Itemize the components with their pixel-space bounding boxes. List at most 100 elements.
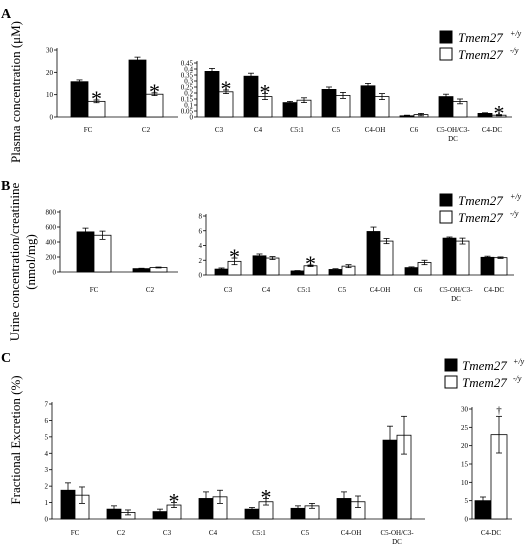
legend-a-wt-swatch — [439, 30, 453, 44]
y-tick-label: 3 — [45, 466, 49, 474]
y-tick-label: 0.05 — [181, 108, 194, 116]
legend-c-wt-sup: +/y — [513, 357, 525, 366]
chart-b2: 0 2 4 6 8 C3 C4 C5:1 C5 C4-OH C6 C5-OH/C3-DC C4-DC * * — [199, 213, 514, 303]
y-tick-label: 0 — [465, 516, 469, 524]
ylabel-b-line1: Urine concentration/creatinine — [7, 183, 22, 342]
legend-a-wt-label: Tmem27 — [458, 30, 503, 45]
y-tick-label: 2 — [199, 257, 203, 265]
bar-wt — [243, 75, 259, 118]
y-tick-label: 30 — [461, 406, 469, 414]
category-label: C4 — [254, 126, 263, 134]
y-tick-label: 2 — [45, 483, 49, 491]
bar-ko — [493, 257, 508, 276]
y-tick-label: 20 — [46, 69, 54, 77]
bar-wt — [404, 267, 419, 276]
bar-ko — [93, 234, 112, 273]
legend-b-wt-swatch — [439, 193, 453, 207]
legend-b-ko-label: Tmem27 — [458, 210, 503, 225]
significance-star: * — [149, 79, 160, 104]
bar-wt — [132, 268, 151, 273]
ylabel-a: Plasma concentration (μM) — [8, 21, 23, 163]
y-tick-label: 20 — [461, 442, 469, 450]
bar-wt — [70, 81, 89, 118]
y-tick-label: 0.15 — [181, 96, 194, 104]
chart-c2: 0 5 10 15 20 25 30 C4-DC † — [461, 404, 512, 537]
bar-ko — [379, 240, 394, 276]
legend-b-ko-sup: -/y — [510, 209, 519, 218]
ylabel-c: Fractional Excretion (%) — [8, 375, 23, 504]
category-label: C5-OH/C3- — [436, 126, 470, 134]
category-label: C3 — [215, 126, 224, 134]
category-label: C6 — [414, 286, 423, 294]
y-tick-label: 15 — [461, 461, 469, 469]
y-tick-label: 6 — [45, 417, 49, 425]
panel-letter-a: A — [1, 7, 12, 22]
significance-star: * — [260, 80, 271, 105]
category-label: FC — [71, 529, 80, 537]
y-tick-label: 30 — [46, 47, 54, 55]
y-tick-label: 600 — [46, 224, 57, 232]
panel-letter-c: C — [1, 351, 11, 366]
legend-c: Tmem27 +/y Tmem27 -/y — [444, 357, 525, 390]
significance-star: * — [91, 86, 102, 111]
y-tick-label: 400 — [46, 239, 57, 247]
y-tick-label: 0.4 — [184, 66, 193, 74]
chart-b1: 0 200 400 600 800 FC C2 — [46, 209, 178, 294]
y-tick-label: 5 — [465, 497, 469, 505]
category-label: C4-DC — [481, 529, 502, 537]
category-label: C5 — [301, 529, 310, 537]
category-label: C5:1 — [252, 529, 266, 537]
category-label: C5 — [332, 126, 341, 134]
category-label: C2 — [146, 286, 155, 294]
category-label: C4 — [209, 529, 218, 537]
y-tick-label: 6 — [199, 227, 203, 235]
bar-wt — [76, 231, 95, 273]
panel-letter-b: B — [1, 179, 10, 194]
significance-star: * — [494, 101, 505, 126]
chart-a2: 00.050.10.150.20.250.30.350.40.45 C3 C4 C5:… — [181, 60, 512, 143]
legend-b-ko-swatch — [439, 210, 453, 224]
y-tick-label: 0 — [190, 114, 194, 122]
legend-c-wt-label: Tmem27 — [462, 358, 507, 373]
category-label: DC — [448, 135, 458, 143]
chart-a1: 0 10 20 30 FC C2 * * — [46, 47, 178, 134]
y-tick-label: 0.3 — [184, 78, 193, 86]
y-tick-label: 10 — [46, 91, 54, 99]
bar-ko — [455, 240, 470, 276]
category-label: C5:1 — [290, 126, 304, 134]
category-label: C4-OH — [365, 126, 386, 134]
bar-wt — [360, 85, 376, 118]
category-label: C5 — [338, 286, 347, 294]
y-tick-label: 0.1 — [184, 102, 193, 110]
significance-star: * — [261, 484, 272, 509]
legend-a-wt-sup: +/y — [510, 29, 522, 38]
bar-wt — [290, 270, 305, 276]
category-label: C4-DC — [484, 286, 505, 294]
category-label: DC — [451, 295, 461, 303]
category-label: C5-OH/C3- — [439, 286, 473, 294]
bar-wt — [128, 59, 147, 118]
category-label: FC — [90, 286, 99, 294]
y-tick-label: 0 — [199, 272, 203, 280]
y-tick-label: 0.2 — [184, 90, 193, 98]
significance-star: * — [221, 76, 232, 101]
legend-b: Tmem27 +/y Tmem27 -/y — [439, 192, 522, 225]
dagger-marker: † — [496, 404, 502, 416]
y-tick-label: 7 — [45, 401, 49, 409]
bar-wt — [480, 256, 495, 276]
y-tick-label: 10 — [461, 479, 469, 487]
category-label: C5-OH/C3- — [380, 529, 414, 537]
legend-c-ko-sup: -/y — [513, 374, 522, 383]
significance-star: * — [169, 489, 180, 514]
category-label: C2 — [142, 126, 151, 134]
y-tick-label: 8 — [199, 213, 203, 221]
y-tick-label: 4 — [199, 242, 203, 250]
legend-b-wt-label: Tmem27 — [458, 193, 503, 208]
y-tick-label: 0 — [45, 516, 49, 524]
significance-star: * — [305, 251, 316, 276]
legend-a-ko-swatch — [439, 47, 453, 61]
y-tick-label: 0.25 — [181, 84, 194, 92]
legend-c-ko-swatch — [444, 375, 458, 389]
